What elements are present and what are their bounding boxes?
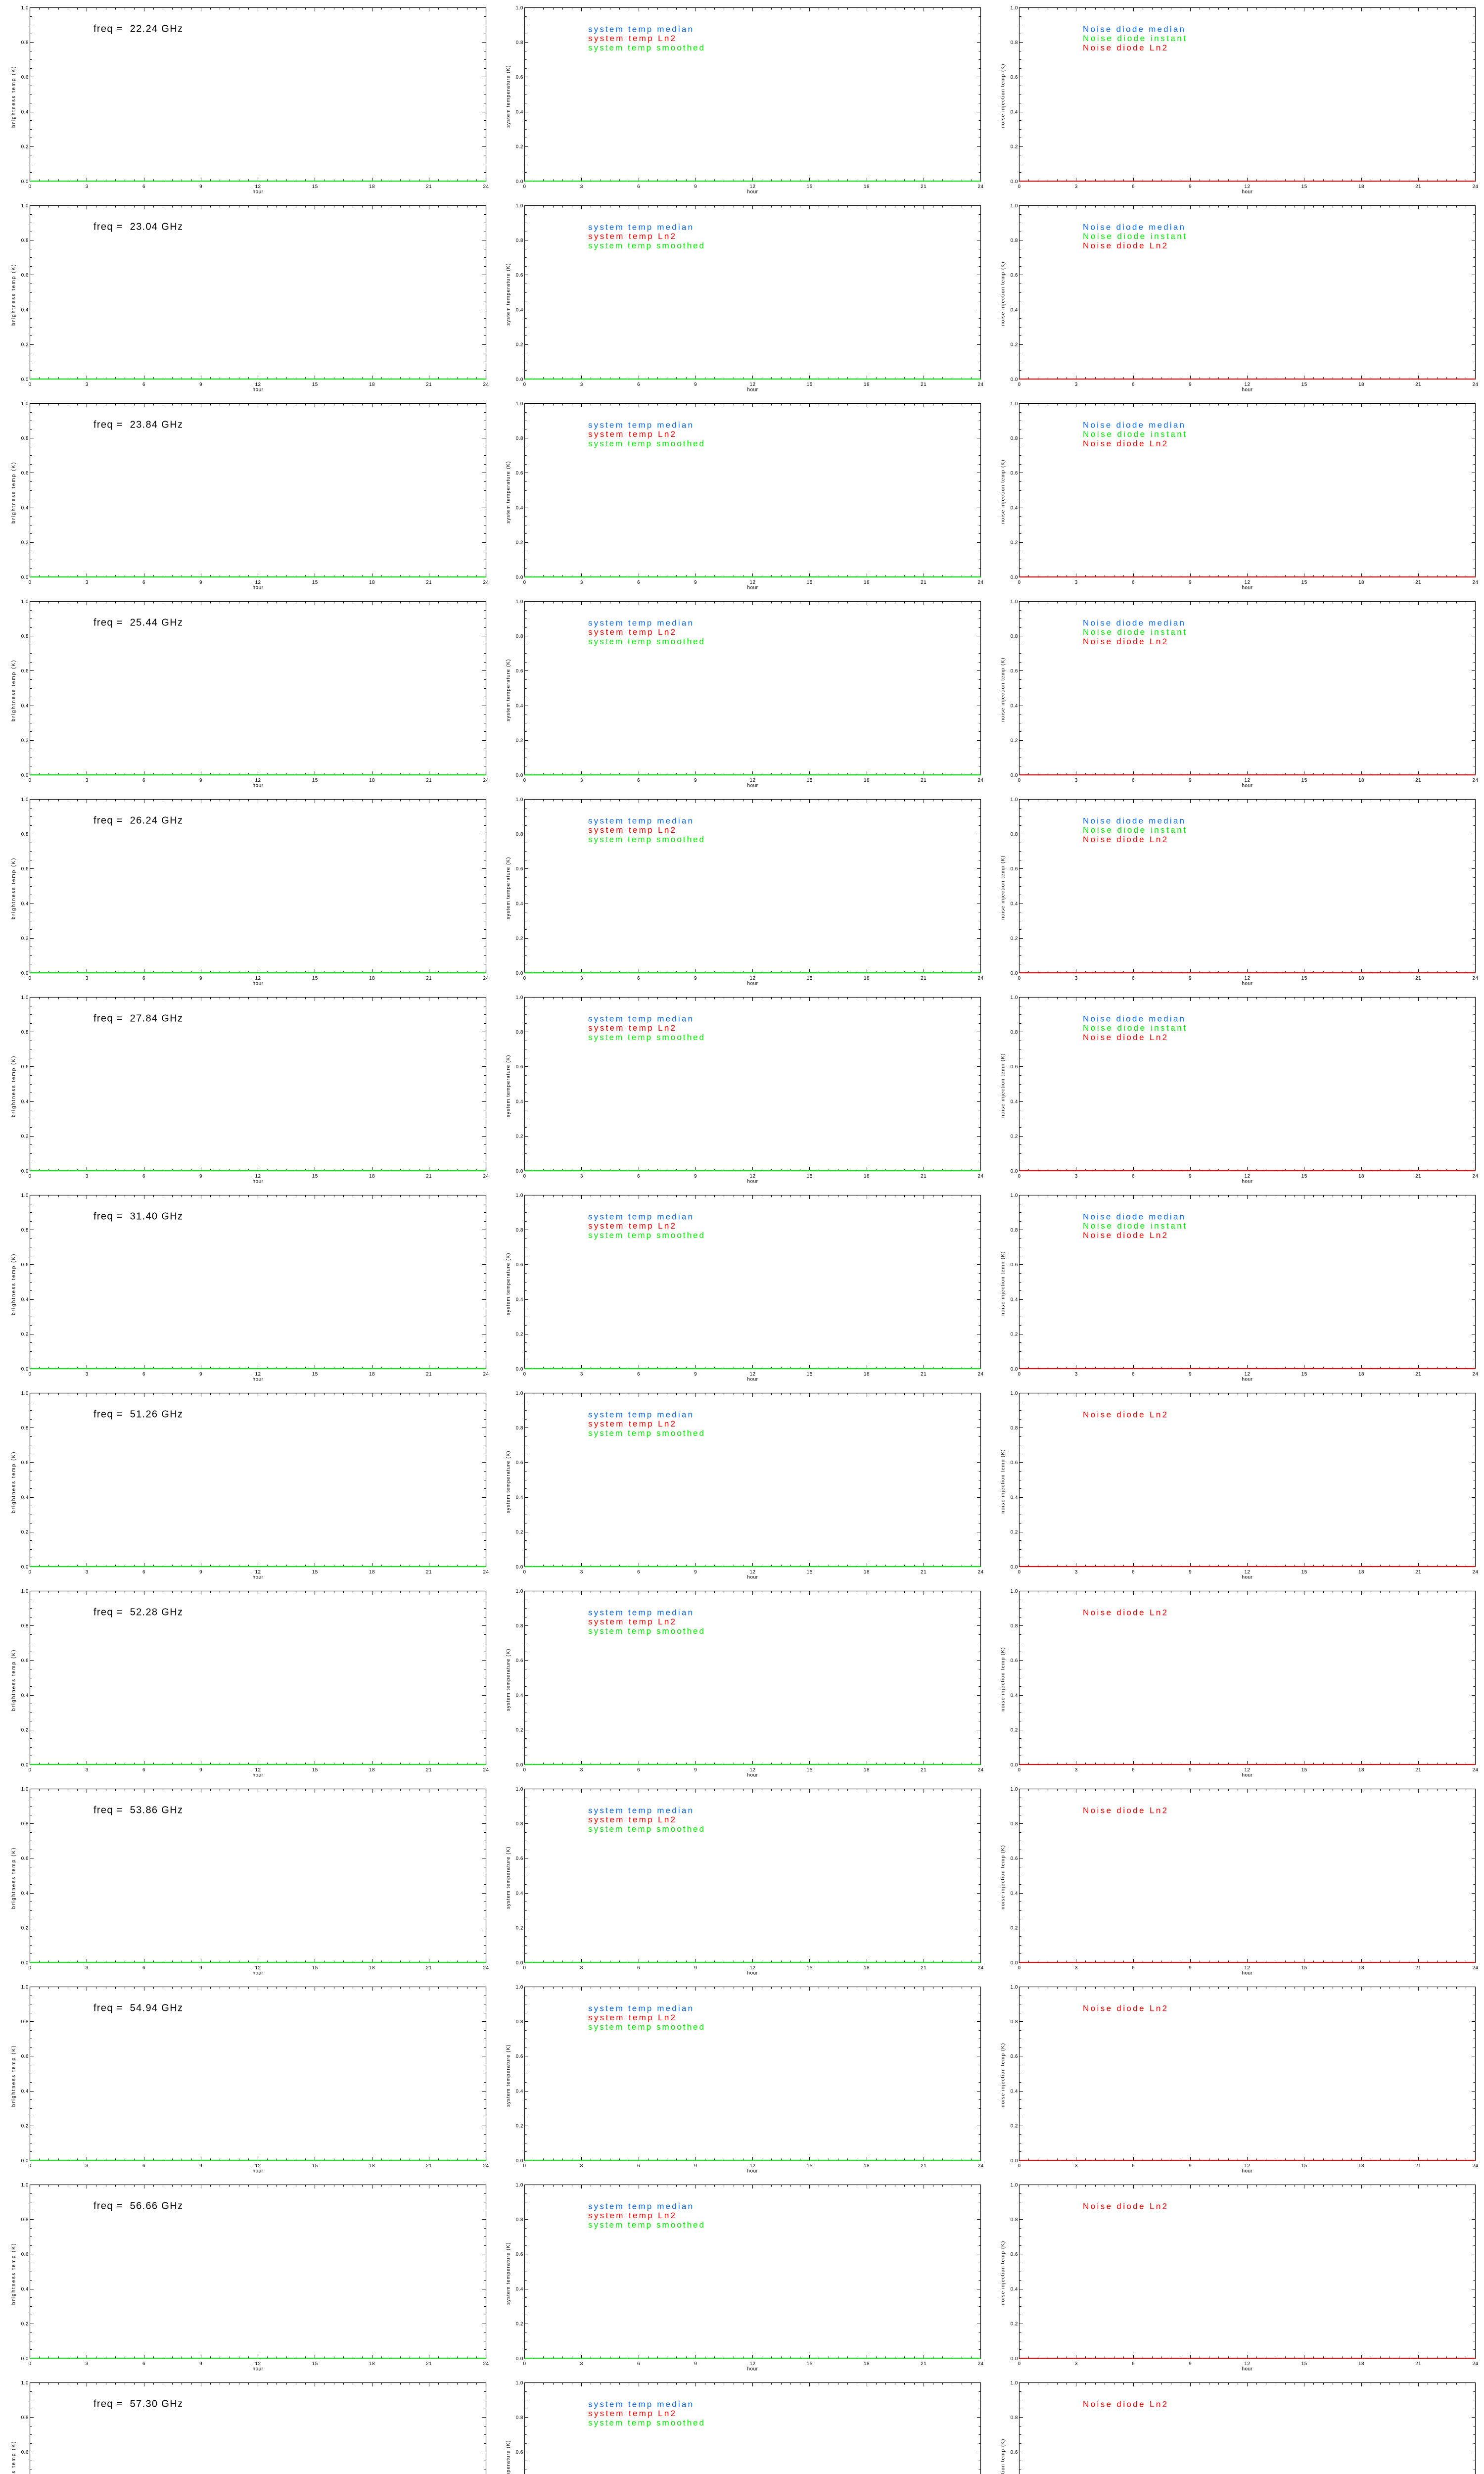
svg-text:freq = 26.24 GHz: freq = 26.24 GHz bbox=[93, 815, 183, 826]
svg-text:freq = 27.84 GHz: freq = 27.84 GHz bbox=[93, 1013, 183, 1024]
svg-text:freq = 53.86 GHz: freq = 53.86 GHz bbox=[93, 1805, 183, 1816]
svg-text:freq = 51.26 GHz: freq = 51.26 GHz bbox=[93, 1409, 183, 1420]
svg-text:freq = 52.28 GHz: freq = 52.28 GHz bbox=[93, 1607, 183, 1618]
svg-text:freq = 22.24 GHz: freq = 22.24 GHz bbox=[93, 24, 183, 35]
svg-text:freq = 25.44 GHz: freq = 25.44 GHz bbox=[93, 618, 183, 628]
svg-text:freq = 23.84 GHz: freq = 23.84 GHz bbox=[93, 420, 183, 430]
svg-text:freq = 23.04 GHz: freq = 23.04 GHz bbox=[93, 222, 183, 233]
svg-text:freq = 56.66 GHz: freq = 56.66 GHz bbox=[93, 2201, 183, 2212]
svg-text:freq = 54.94 GHz: freq = 54.94 GHz bbox=[93, 2003, 183, 2014]
svg-text:freq = 31.40 GHz: freq = 31.40 GHz bbox=[93, 1211, 183, 1222]
svg-text:freq = 57.30 GHz: freq = 57.30 GHz bbox=[93, 2399, 183, 2410]
